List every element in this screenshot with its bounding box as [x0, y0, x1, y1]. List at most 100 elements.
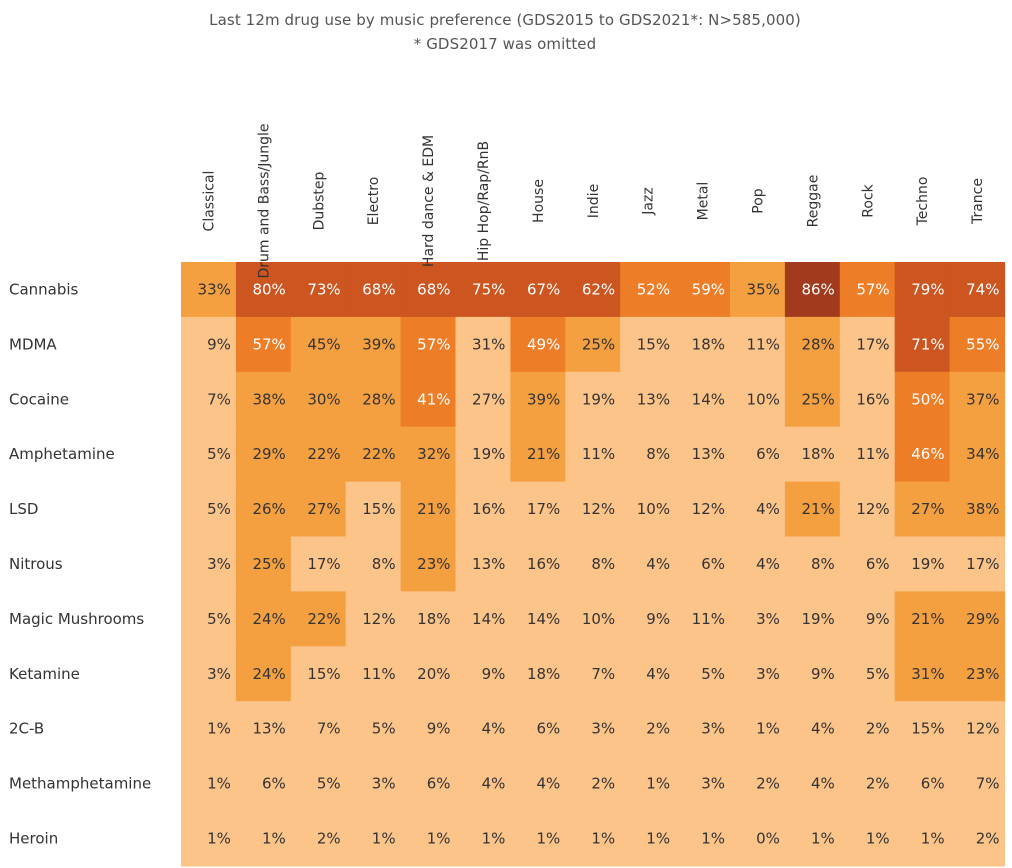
heatmap-cell-cocaine-metal — [675, 371, 731, 428]
heatmap-cell-ketamine-hip-hop-rap-rnb — [455, 646, 511, 702]
heatmap-cell-methamphetamine-drum-and-bass-jungle — [235, 756, 292, 812]
heatmap-cell-nitrous-house — [510, 536, 566, 592]
row-label-cannabis: Cannabis — [9, 280, 79, 298]
heatmap-cell-magic-mushrooms-electro — [345, 591, 402, 647]
cell-value-label: 7% — [591, 665, 615, 683]
heatmap-cell-cocaine-techno — [894, 371, 951, 428]
row-label-nitrous: Nitrous — [9, 555, 63, 573]
cell-value-label: 22% — [307, 610, 340, 628]
heatmap-cell-magic-mushrooms-indie — [565, 591, 621, 647]
cell-value-label: 50% — [911, 390, 944, 408]
heatmap-cell-cocaine-classical — [181, 371, 237, 428]
cell-value-label: 19% — [911, 555, 944, 573]
heatmap-cell-nitrous-pop — [730, 536, 786, 592]
cell-value-label: 15% — [911, 720, 944, 738]
heatmap-cell-lsd-hard-dance-edm — [400, 481, 457, 538]
heatmap-cell-cocaine-pop — [730, 371, 786, 428]
cell-value-label: 49% — [527, 335, 560, 353]
cell-value-label: 19% — [582, 390, 615, 408]
heatmap-cell-mdma-drum-and-bass-jungle — [235, 316, 292, 373]
cell-value-label: 38% — [252, 390, 285, 408]
heatmap-cell-ketamine-rock — [839, 646, 896, 702]
heatmap-cell-cannabis-house — [510, 262, 566, 318]
cell-value-label: 3% — [591, 720, 615, 738]
heatmap-cell-magic-mushrooms-drum-and-bass-jungle — [235, 591, 292, 647]
cell-value-label: 1% — [372, 829, 396, 847]
cell-value-label: 12% — [362, 610, 395, 628]
heatmap-cell-lsd-indie — [565, 481, 621, 538]
cell-value-label: 55% — [966, 335, 999, 353]
heatmap-cell-magic-mushrooms-trance — [949, 591, 1006, 647]
cell-value-label: 6% — [921, 775, 945, 793]
cell-value-label: 6% — [701, 555, 725, 573]
cell-value-label: 57% — [417, 335, 450, 353]
cell-value-label: 14% — [527, 610, 560, 628]
chart-subtitle: * GDS2017 was omitted — [413, 35, 597, 53]
heatmap-cell-2c-b-techno — [894, 701, 951, 757]
cell-value-label: 1% — [482, 829, 506, 847]
heatmap-cell-heroin-electro — [345, 811, 402, 867]
cell-value-label: 9% — [427, 720, 451, 738]
heatmap-cell-methamphetamine-trance — [949, 756, 1006, 812]
cell-value-label: 4% — [811, 775, 835, 793]
cell-value-label: 16% — [856, 390, 889, 408]
cell-value-label: 34% — [966, 445, 999, 463]
cell-value-label: 2% — [591, 775, 615, 793]
cell-value-label: 5% — [207, 610, 231, 628]
cell-value-label: 68% — [417, 280, 450, 298]
cell-value-label: 5% — [372, 720, 396, 738]
heatmap-cell-cannabis-jazz — [620, 262, 676, 318]
heatmap-cell-nitrous-dubstep — [290, 536, 347, 592]
cell-value-label: 18% — [417, 610, 450, 628]
heatmap-cell-ketamine-indie — [565, 646, 621, 702]
cell-value-label: 52% — [637, 280, 670, 298]
cell-value-label: 17% — [307, 555, 340, 573]
heatmap-cell-mdma-electro — [345, 316, 402, 373]
cell-value-label: 3% — [372, 775, 396, 793]
cell-value-label: 45% — [307, 335, 340, 353]
row-label-mdma: MDMA — [9, 335, 57, 353]
cell-value-label: 3% — [756, 665, 780, 683]
heatmap-cell-lsd-pop — [730, 481, 786, 538]
heatmap-cell-mdma-rock — [839, 316, 896, 373]
heatmap-cell-2c-b-metal — [675, 701, 731, 757]
cell-value-label: 3% — [701, 775, 725, 793]
cell-value-label: 8% — [591, 555, 615, 573]
column-label-rock: Rock — [860, 183, 876, 217]
cell-value-label: 80% — [252, 280, 285, 298]
heatmap-cell-magic-mushrooms-pop — [730, 591, 786, 647]
heatmap-cell-heroin-jazz — [620, 811, 676, 867]
column-label-hard-dance-edm: Hard dance & EDM — [421, 135, 437, 267]
heatmap-cell-heroin-reggae — [784, 811, 841, 867]
heatmap-cell-nitrous-trance — [949, 536, 1006, 592]
heatmap-cell-amphetamine-hard-dance-edm — [400, 426, 457, 483]
heatmap-cell-amphetamine-house — [510, 426, 566, 483]
cell-value-label: 26% — [252, 500, 285, 518]
cell-value-label: 57% — [252, 335, 285, 353]
heatmap-cell-amphetamine-electro — [345, 426, 402, 483]
cell-value-label: 39% — [527, 390, 560, 408]
heatmap-cell-magic-mushrooms-techno — [894, 591, 951, 647]
cell-value-label: 1% — [811, 829, 835, 847]
column-label-hip-hop-rap-rnb: Hip Hop/Rap/RnB — [476, 141, 492, 261]
heatmap-cell-ketamine-drum-and-bass-jungle — [235, 646, 292, 702]
heatmap-cell-mdma-jazz — [620, 316, 676, 373]
heatmap-cell-amphetamine-pop — [730, 426, 786, 483]
cell-value-label: 10% — [747, 390, 780, 408]
heatmap-cell-amphetamine-hip-hop-rap-rnb — [455, 426, 511, 483]
heatmap-cell-amphetamine-classical — [181, 426, 237, 483]
heatmap-cell-cocaine-house — [510, 371, 566, 428]
heatmap-cell-lsd-reggae — [784, 481, 841, 538]
heatmap-cell-methamphetamine-reggae — [784, 756, 841, 812]
chart-title: Last 12m drug use by music preference (G… — [209, 11, 801, 29]
column-label-electro: Electro — [366, 177, 382, 226]
cell-value-label: 30% — [307, 390, 340, 408]
heatmap-cell-nitrous-drum-and-bass-jungle — [235, 536, 292, 592]
heatmap-cell-nitrous-techno — [894, 536, 951, 592]
heatmap-cell-methamphetamine-classical — [181, 756, 237, 812]
cell-value-label: 4% — [811, 720, 835, 738]
heatmap-cell-heroin-hard-dance-edm — [400, 811, 457, 867]
cell-value-label: 6% — [537, 720, 561, 738]
heatmap-cell-amphetamine-metal — [675, 426, 731, 483]
heatmap-cell-methamphetamine-metal — [675, 756, 731, 812]
